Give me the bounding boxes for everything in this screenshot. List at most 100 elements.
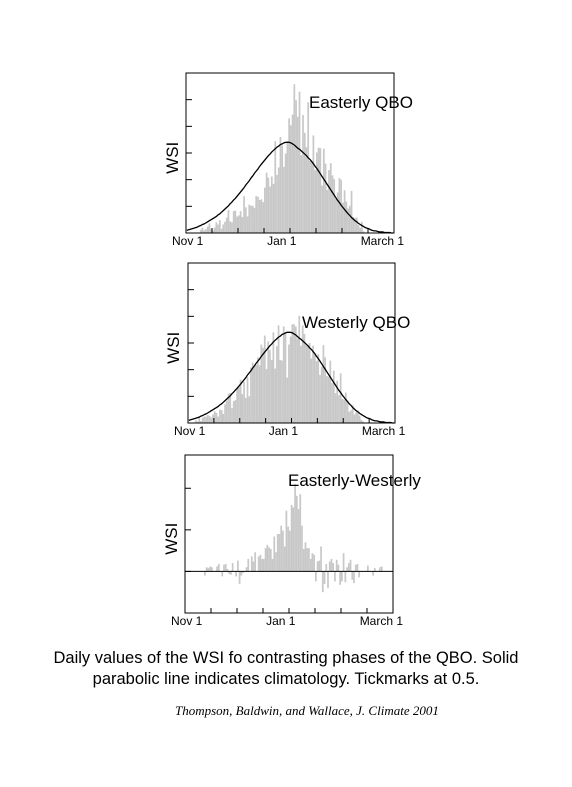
wsi-bar bbox=[355, 412, 358, 423]
wsi-bar bbox=[215, 222, 218, 233]
wsi-bar bbox=[287, 526, 289, 572]
wsi-bar bbox=[318, 560, 321, 572]
wsi-bar bbox=[220, 228, 223, 233]
wsi-bar bbox=[307, 345, 309, 423]
wsi-bar bbox=[291, 114, 294, 233]
wsi-bar bbox=[236, 387, 239, 423]
wsi-bar bbox=[217, 416, 220, 423]
wsi-bar bbox=[322, 148, 325, 233]
wsi-bar bbox=[339, 373, 342, 423]
wsi-bar bbox=[262, 347, 264, 423]
wsi-bar bbox=[260, 199, 263, 233]
wsi-bar bbox=[263, 335, 266, 423]
x-tick-label: March 1 bbox=[361, 234, 405, 248]
wsi-bar bbox=[328, 170, 330, 233]
wsi-bar bbox=[216, 566, 218, 572]
wsi-bar bbox=[207, 568, 210, 572]
wsi-bar bbox=[206, 415, 209, 423]
wsi-bar bbox=[213, 411, 216, 423]
wsi-bar bbox=[239, 379, 242, 423]
wsi-bar bbox=[204, 571, 206, 576]
wsi-bar bbox=[276, 174, 278, 233]
wsi-bar bbox=[324, 163, 327, 233]
wsi-bar bbox=[333, 179, 336, 233]
wsi-bar bbox=[320, 366, 323, 423]
wsi-bar bbox=[321, 185, 323, 233]
wsi-bar bbox=[231, 563, 234, 572]
wsi-bar bbox=[258, 199, 261, 233]
wsi-bar bbox=[260, 344, 263, 423]
wsi-bar bbox=[286, 377, 289, 423]
wsi-bar bbox=[336, 380, 339, 423]
wsi-bar bbox=[239, 211, 242, 233]
bar-series bbox=[199, 84, 365, 233]
wsi-bar bbox=[270, 360, 273, 423]
wsi-bar bbox=[272, 183, 275, 233]
wsi-bar bbox=[351, 405, 354, 423]
wsi-bar bbox=[199, 229, 202, 233]
wsi-bar bbox=[296, 116, 299, 233]
wsi-bar bbox=[334, 393, 337, 423]
wsi-bar bbox=[265, 369, 268, 423]
wsi-bar bbox=[253, 365, 256, 423]
wsi-bar bbox=[201, 417, 204, 423]
wsi-bar bbox=[263, 558, 265, 572]
wsi-bar bbox=[264, 548, 267, 572]
wsi-bar bbox=[294, 326, 297, 423]
wsi-bar bbox=[215, 412, 218, 423]
panel-title: Easterly-Westerly bbox=[288, 471, 421, 490]
wsi-bar bbox=[355, 217, 358, 233]
x-tick-label: Jan 1 bbox=[267, 234, 297, 248]
wsi-bar bbox=[251, 362, 254, 423]
wsi-bar bbox=[200, 420, 202, 423]
wsi-bar bbox=[217, 563, 220, 572]
wsi-bar bbox=[343, 399, 345, 423]
wsi-bar bbox=[336, 192, 339, 233]
wsi-bar bbox=[227, 210, 230, 233]
wsi-bar bbox=[312, 135, 315, 233]
wsi-bar bbox=[217, 224, 219, 233]
wsi-bar bbox=[321, 571, 324, 593]
wsi-bar bbox=[268, 547, 270, 572]
wsi-bar bbox=[305, 344, 308, 423]
wsi-bar bbox=[288, 118, 290, 233]
wsi-bar bbox=[229, 393, 232, 423]
x-tickmarks bbox=[211, 228, 369, 233]
wsi-bar bbox=[247, 558, 250, 572]
wsi-bar bbox=[265, 172, 268, 233]
wsi-bar bbox=[243, 381, 245, 423]
panel-easterly-qbo: Easterly QBO WSI Nov 1 Jan 1 March 1 bbox=[163, 72, 413, 248]
wsi-bar bbox=[234, 210, 237, 233]
wsi-bar bbox=[353, 571, 355, 584]
wsi-bar bbox=[283, 166, 285, 233]
wsi-bar bbox=[208, 223, 211, 233]
x-tickmarks bbox=[210, 608, 368, 613]
wsi-bar bbox=[259, 554, 262, 572]
wsi-bar bbox=[307, 102, 310, 233]
wsi-bar bbox=[270, 176, 273, 233]
wsi-bar bbox=[315, 571, 317, 582]
wsi-bar bbox=[297, 509, 300, 572]
figure-caption-line-2: parabolic line indicates climatology. Ti… bbox=[92, 670, 480, 688]
wsi-bar bbox=[232, 401, 235, 423]
wsi-bar bbox=[328, 561, 331, 572]
wsi-bar bbox=[308, 343, 311, 423]
wsi-bar bbox=[246, 216, 249, 233]
wsi-bar bbox=[288, 344, 290, 423]
wsi-bar bbox=[210, 417, 213, 423]
wsi-bar bbox=[340, 179, 342, 233]
wsi-bar bbox=[224, 404, 226, 423]
wsi-bar bbox=[235, 571, 237, 577]
wsi-bar bbox=[286, 141, 289, 233]
wsi-bar bbox=[225, 401, 228, 423]
wsi-bar bbox=[337, 564, 340, 572]
climatology-line bbox=[188, 331, 395, 424]
wsi-bar bbox=[325, 563, 328, 572]
wsi-bar bbox=[262, 202, 264, 233]
wsi-bar bbox=[284, 333, 287, 423]
wsi-bar bbox=[357, 412, 359, 423]
wsi-bar bbox=[290, 504, 293, 572]
wsi-bar bbox=[299, 494, 302, 572]
y-tickmarks bbox=[188, 289, 194, 397]
wsi-bar bbox=[301, 525, 303, 572]
